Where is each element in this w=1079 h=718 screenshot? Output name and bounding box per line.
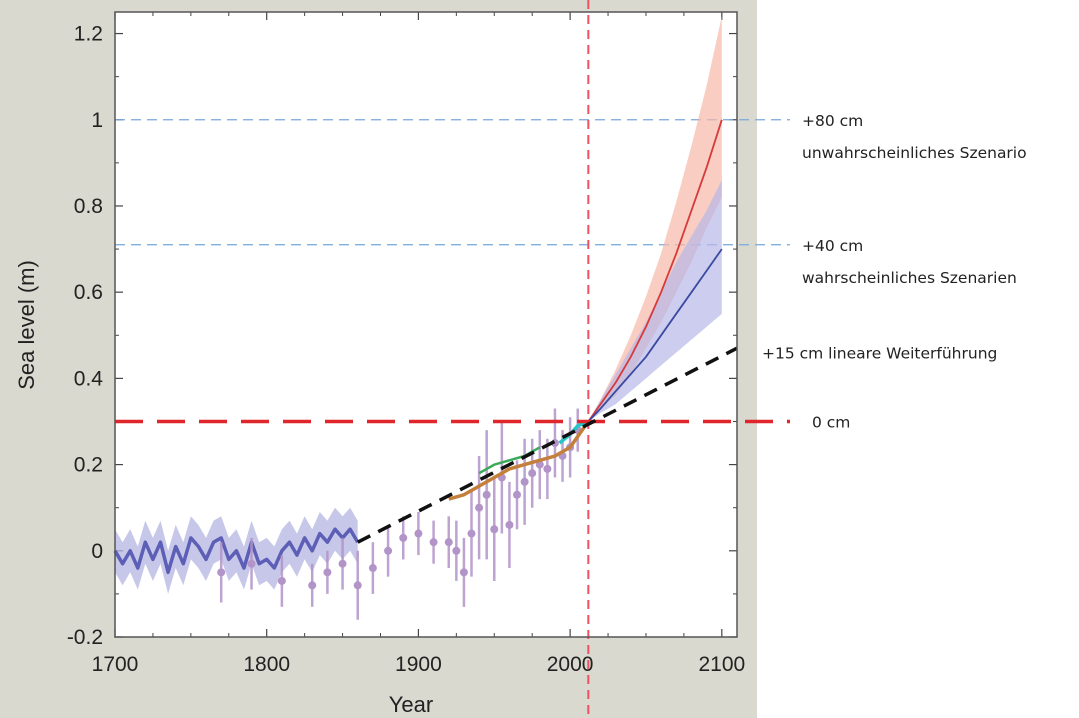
tide-gauge-point	[505, 520, 514, 529]
y-tick-labels: -0.2 0 0.2 0.4 0.6 0.8 1 1.2	[67, 23, 103, 649]
tide-gauge-point	[247, 559, 256, 568]
x-tick-label: 1800	[243, 653, 290, 676]
y-tick-label: 0	[91, 540, 103, 563]
y-tick-label: 0.4	[74, 367, 104, 390]
tide-gauge-point	[368, 564, 377, 573]
tide-gauge-point	[452, 546, 461, 555]
annotation-text: +40 cm	[802, 237, 863, 255]
high-scenario-band	[588, 16, 722, 422]
y-tick-label: -0.2	[67, 626, 103, 649]
annotation-text: +15 cm lineare Weiterführung	[762, 345, 997, 363]
tide-gauge-point	[520, 477, 529, 486]
y-tick-label: 0.2	[74, 454, 103, 477]
annotations: +80 cm unwahrscheinliches Szenario +40 cm w…	[762, 112, 1027, 432]
tide-gauge-point	[513, 490, 522, 499]
tide-gauge-point	[429, 538, 438, 547]
tide-gauge-point	[414, 529, 423, 538]
tide-gauge-point	[277, 576, 286, 585]
tide-gauge-point	[217, 568, 226, 577]
x-tick-label: 1700	[92, 653, 139, 676]
annotation-text: wahrscheinliches Szenarien	[802, 269, 1017, 287]
likely-scenario-line	[587, 248, 723, 423]
x-tick-label: 2100	[698, 653, 745, 676]
tide-gauge-point	[490, 525, 499, 534]
series-layer	[113, 16, 723, 620]
tide-gauge-point	[444, 538, 453, 547]
tide-gauge-point	[467, 529, 476, 538]
x-tick-label: 2000	[547, 653, 594, 676]
y-tick-label: 0.8	[74, 195, 103, 218]
high-scenario-line	[587, 119, 723, 423]
tide-gauge-point	[482, 490, 491, 499]
y-tick-label: 0.6	[74, 281, 103, 304]
annotation-text: unwahrscheinliches Szenario	[802, 144, 1027, 162]
y-axis-title: Sea level (m)	[14, 260, 39, 390]
tide-gauge-fit-line	[448, 424, 587, 501]
annotation-text: +80 cm	[802, 112, 863, 130]
plot-frame	[114, 11, 738, 638]
tide-gauge-point	[459, 568, 468, 577]
likely-scenario-band	[588, 180, 722, 422]
x-tick-label: 1900	[395, 653, 442, 676]
tide-gauge-point	[399, 533, 408, 542]
reference-lines	[115, 0, 790, 718]
y-tick-label: 1.2	[74, 23, 103, 46]
annotation-text: 0 cm	[812, 413, 850, 431]
tide-gauge-point	[308, 581, 317, 590]
linear-extension-line	[356, 346, 738, 544]
tide-gauge-point	[384, 546, 393, 555]
x-axis-title: Year	[389, 692, 433, 717]
x-tick-labels: 1700 1800 1900 2000 2100	[92, 653, 746, 676]
tide-gauge-point	[528, 469, 537, 478]
tide-gauge-point	[543, 464, 552, 473]
tide-gauge-point	[338, 559, 347, 568]
y-tick-label: 1	[91, 109, 103, 132]
tide-gauge-point	[475, 503, 484, 512]
reconstruction-line	[113, 527, 360, 575]
tide-gauge-point	[353, 581, 362, 590]
tide-gauge-point	[323, 568, 332, 577]
